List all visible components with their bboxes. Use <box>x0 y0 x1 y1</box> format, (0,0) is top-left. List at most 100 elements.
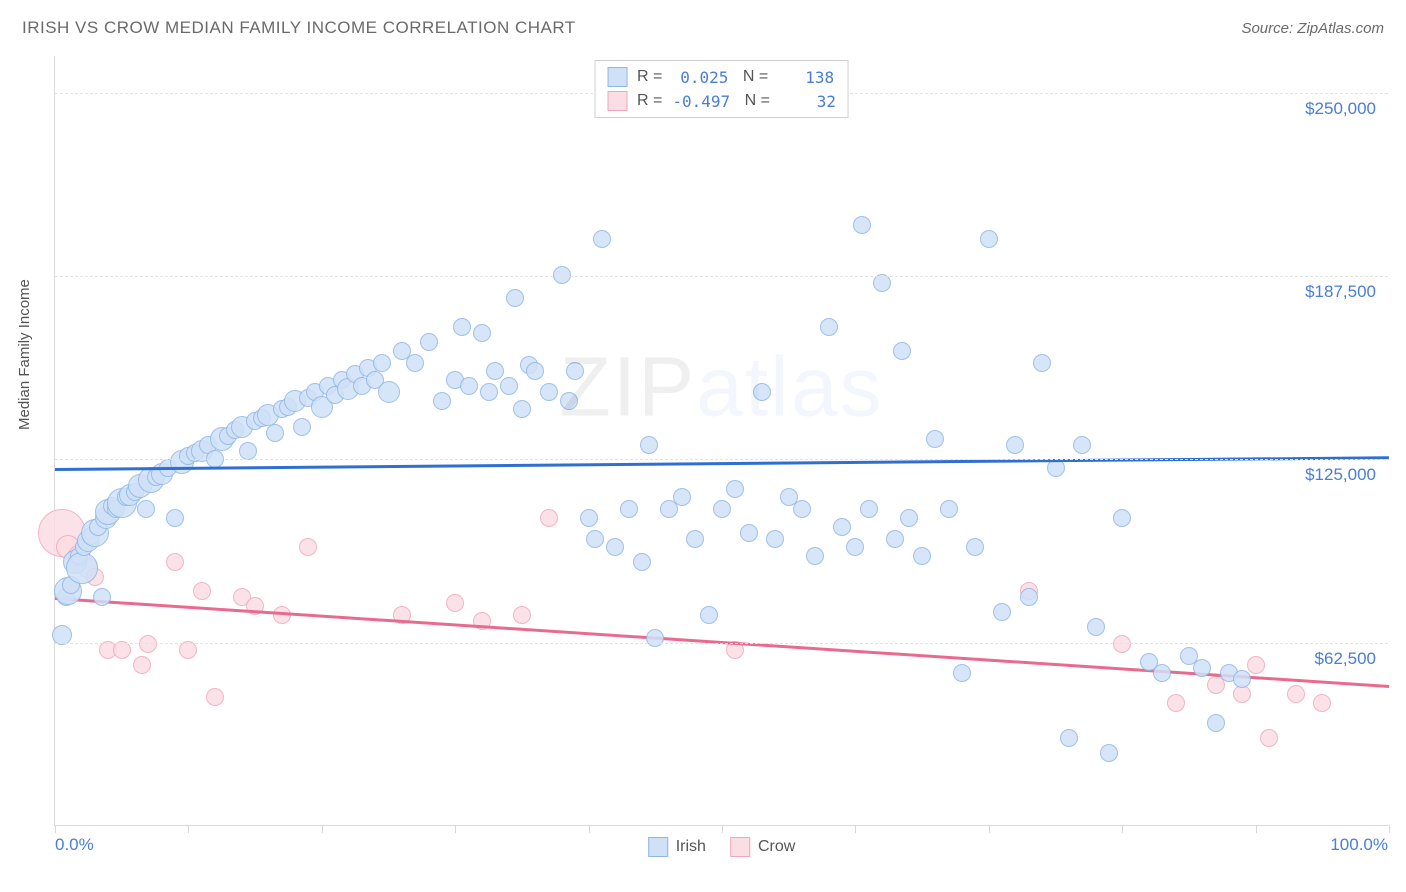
irish-point <box>253 409 271 427</box>
irish-point <box>500 377 518 395</box>
x-axis-max-label: 100.0% <box>1330 835 1388 855</box>
irish-point <box>526 362 544 380</box>
crow-point <box>68 545 90 567</box>
irish-point <box>806 547 824 565</box>
swatch-irish <box>607 67 627 87</box>
irish-point <box>486 362 504 380</box>
irish-point <box>299 389 317 407</box>
irish-point <box>873 274 891 292</box>
irish-point <box>239 442 257 460</box>
irish-point <box>63 550 87 574</box>
irish-point <box>57 588 75 606</box>
irish-point <box>820 318 838 336</box>
y-tick-label: $125,000 <box>1305 465 1376 485</box>
irish-point <box>660 500 678 518</box>
legend-item-irish: Irish <box>648 837 706 857</box>
crow-point <box>1020 582 1038 600</box>
crow-point <box>1167 694 1185 712</box>
irish-point <box>117 488 135 506</box>
crow-point <box>1287 685 1305 703</box>
crow-point <box>1247 656 1265 674</box>
irish-point <box>560 392 578 410</box>
irish-point <box>77 530 99 552</box>
irish-point <box>346 365 364 383</box>
irish-point <box>1193 659 1211 677</box>
gridline <box>55 459 1388 460</box>
irish-point <box>1113 509 1131 527</box>
crow-point <box>513 606 531 624</box>
irish-point <box>1180 647 1198 665</box>
crow-point <box>446 594 464 612</box>
irish-point <box>606 538 624 556</box>
crow-point <box>473 612 491 630</box>
irish-point <box>210 427 234 451</box>
irish-point <box>284 390 306 412</box>
irish-point <box>93 588 111 606</box>
irish-point <box>1220 664 1238 682</box>
crow-point <box>233 588 251 606</box>
crow-point <box>393 606 411 624</box>
irish-point <box>1033 354 1051 372</box>
irish-point <box>337 378 359 400</box>
irish-point <box>833 518 851 536</box>
irish-point <box>1020 588 1038 606</box>
irish-point <box>119 484 141 506</box>
irish-point <box>740 524 758 542</box>
crow-point <box>1313 694 1331 712</box>
irish-point <box>279 398 297 416</box>
irish-point <box>593 230 611 248</box>
irish-point <box>506 289 524 307</box>
crow-point <box>1207 676 1225 694</box>
irish-point <box>137 500 155 518</box>
irish-point <box>319 377 337 395</box>
irish-point <box>62 576 80 594</box>
irish-point <box>940 500 958 518</box>
swatch-irish-bottom <box>648 837 668 857</box>
x-tick <box>1389 825 1390 833</box>
gridline <box>55 643 1388 644</box>
irish-point <box>686 530 704 548</box>
crow-point <box>540 509 558 527</box>
irish-point <box>540 383 558 401</box>
legend-item-crow: Crow <box>730 837 795 857</box>
swatch-crow-bottom <box>730 837 750 857</box>
irish-point <box>980 230 998 248</box>
crow-point <box>38 509 86 557</box>
irish-point <box>128 474 152 498</box>
irish-point <box>433 392 451 410</box>
irish-point <box>640 436 658 454</box>
irish-point <box>89 518 107 536</box>
irish-point <box>246 412 264 430</box>
irish-point <box>966 538 984 556</box>
irish-point <box>620 500 638 518</box>
chart-source: Source: ZipAtlas.com <box>1241 20 1384 37</box>
irish-point <box>846 538 864 556</box>
irish-point <box>633 553 651 571</box>
irish-point <box>373 354 391 372</box>
irish-point <box>147 468 165 486</box>
legend-row-irish: R =0.025 N =138 <box>607 65 836 89</box>
crow-point <box>179 641 197 659</box>
irish-point <box>170 450 194 474</box>
irish-point <box>953 664 971 682</box>
irish-point <box>166 509 184 527</box>
x-tick <box>1122 825 1123 833</box>
irish-point <box>306 383 324 401</box>
irish-point <box>138 467 164 493</box>
crow-point <box>246 597 264 615</box>
crow-point <box>139 635 157 653</box>
irish-point <box>713 500 731 518</box>
irish-point <box>151 463 173 485</box>
x-tick <box>322 825 323 833</box>
irish-point <box>853 216 871 234</box>
chart-title: IRISH VS CROW MEDIAN FAMILY INCOME CORRE… <box>22 18 576 38</box>
irish-point <box>159 459 177 477</box>
y-tick-label: $250,000 <box>1305 99 1376 119</box>
irish-point <box>82 527 100 545</box>
irish-point <box>126 483 144 501</box>
irish-point <box>226 421 244 439</box>
x-tick <box>589 825 590 833</box>
irish-point <box>580 509 598 527</box>
x-tick <box>1256 825 1257 833</box>
irish-point <box>1073 436 1091 454</box>
